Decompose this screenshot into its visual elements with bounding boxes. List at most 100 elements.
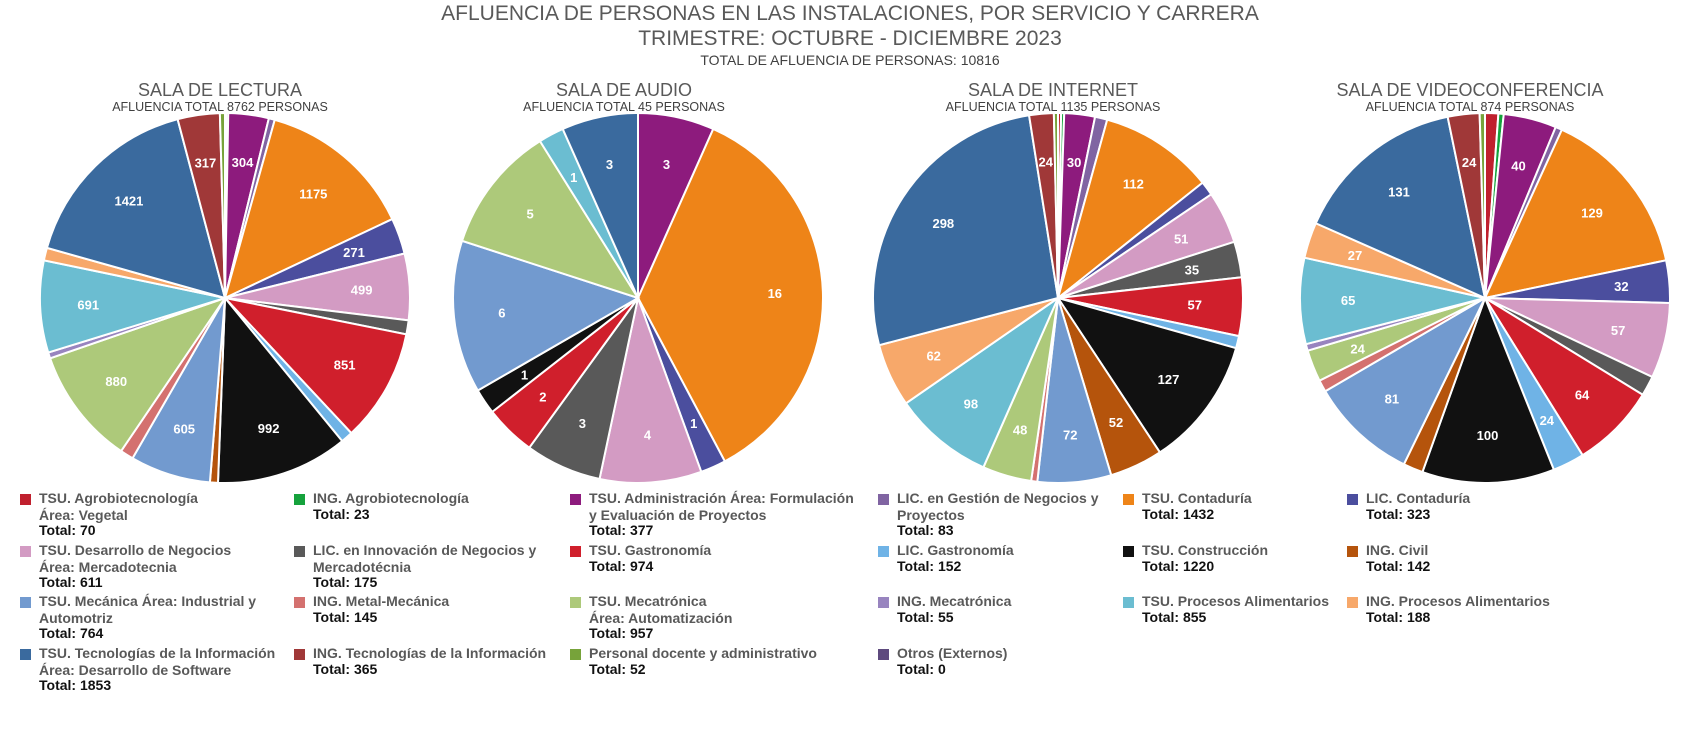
data-label: 57: [1611, 323, 1625, 338]
pie-chart-internet: SALA DE INTERNET AFLUENCIA TOTAL 1135 PE…: [843, 80, 1263, 114]
legend-swatch: [1347, 494, 1358, 505]
data-label: 52: [1109, 415, 1123, 430]
data-label: 271: [343, 245, 365, 260]
legend-label: ING. Civil: [1366, 542, 1429, 558]
pie-slice: [1323, 295, 1488, 466]
data-label: 1421: [114, 193, 143, 208]
data-label: 24: [1038, 155, 1053, 170]
legend-label: ING. Tecnologías de la Información: [313, 645, 547, 661]
data-label: 40: [1511, 158, 1525, 173]
data-label: 298: [932, 216, 954, 231]
pie-subtitle: AFLUENCIA TOTAL 874 PERSONAS: [1365, 100, 1575, 114]
legend-total: Total: 365: [313, 661, 378, 677]
legend-label: TSU. Desarrollo de Negocios Área: Mercado…: [39, 542, 232, 575]
data-label: 2: [539, 389, 546, 404]
chart-subtitle-period: TRIMESTRE: OCTUBRE - DICIEMBRE 2023: [638, 27, 1062, 50]
pie-slice: [223, 118, 394, 300]
data-label: 6: [498, 305, 505, 320]
data-label: 304: [232, 155, 254, 170]
legend-total: Total: 855: [1142, 609, 1207, 625]
legend-total: Total: 0: [897, 661, 946, 677]
legend-label: TSU. Mecánica Área: Industrial y Automotr…: [39, 593, 257, 626]
data-label: 3: [663, 157, 670, 172]
data-label: 24: [1462, 155, 1477, 170]
legend-total: Total: 175: [313, 574, 378, 590]
data-label: 112: [1123, 177, 1144, 192]
data-label: 51: [1174, 231, 1188, 246]
legend-swatch: [878, 597, 889, 608]
data-label: 48: [1013, 423, 1027, 438]
pie-slice: [45, 117, 227, 300]
data-label: 605: [173, 422, 195, 437]
legend-total: Total: 1432: [1142, 506, 1215, 522]
data-label: 880: [105, 374, 127, 389]
legend-swatch: [20, 649, 31, 660]
data-label: 317: [195, 156, 217, 171]
data-label: 1: [570, 170, 577, 185]
pie-title: SALA DE INTERNET: [967, 80, 1139, 100]
data-label: 64: [1575, 388, 1590, 403]
legend-label: ING. Metal-Mecánica: [313, 593, 450, 609]
legend-swatch: [570, 597, 581, 608]
legend-label: TSU. Gastronomía: [589, 542, 712, 558]
legend-swatch: [878, 494, 889, 505]
data-label: 62: [926, 348, 940, 363]
pie-internet: 30 112 51 35 57 127 52 72 48 98 62 298 24: [872, 111, 1244, 484]
legend-total: Total: 764: [39, 625, 104, 641]
legend-label: Personal docente y administrativo: [589, 645, 817, 661]
legend-total: Total: 957: [589, 625, 654, 641]
data-label: 98: [964, 397, 978, 412]
pie-slice: [216, 295, 344, 484]
legend-swatch: [20, 597, 31, 608]
data-label: 1: [690, 416, 697, 431]
pie-slice: [48, 296, 228, 453]
legend-label: TSU. Tecnologías de la Información Área: …: [39, 645, 276, 678]
legend-total: Total: 611: [39, 574, 103, 590]
legend-total: Total: 52: [589, 661, 646, 677]
pie-slice: [1483, 128, 1668, 300]
pie-slice: [636, 127, 824, 463]
data-label: 30: [1067, 155, 1081, 170]
data-label: 992: [258, 421, 280, 436]
legend-swatch: [294, 494, 305, 505]
pie-slice: [1314, 115, 1487, 300]
legend-swatch: [570, 649, 581, 660]
legend-swatch: [1123, 494, 1134, 505]
legend-total: Total: 377: [589, 522, 654, 538]
legend-swatch: [878, 649, 889, 660]
legend-total: Total: 23: [313, 506, 370, 522]
pie-slice: [1052, 111, 1059, 299]
legend-label: ING. Procesos Alimentarios: [1366, 593, 1550, 609]
legend-total: Total: 145: [313, 609, 378, 625]
pie-slice: [218, 111, 226, 299]
data-label: 129: [1581, 206, 1603, 221]
pie-slice: [452, 239, 641, 392]
legend-total: Total: 70: [39, 522, 96, 538]
legend-total: Total: 142: [1366, 558, 1431, 574]
legend-label: ING. Mecatrónica: [897, 593, 1012, 609]
legend-swatch: [1123, 597, 1134, 608]
pie-slice: [598, 294, 703, 484]
data-label: 100: [1477, 428, 1499, 443]
pie-subtitle: AFLUENCIA TOTAL 45 PERSONAS: [523, 100, 725, 114]
pie-slice: [1478, 111, 1486, 299]
pie-title: SALA DE VIDEOCONFERENCIA: [1336, 80, 1604, 100]
legend-label: TSU. Contaduría: [1142, 490, 1252, 506]
data-label: 127: [1158, 372, 1180, 387]
pie-slice: [460, 139, 641, 300]
data-label: 1: [521, 368, 528, 383]
data-label: 32: [1614, 279, 1628, 294]
chart-subtitle-total: TOTAL DE AFLUENCIA DE PERSONAS: 10816: [700, 52, 1000, 68]
data-label: 1175: [299, 186, 327, 201]
pie-subtitle: AFLUENCIA TOTAL 8762 PERSONAS: [112, 100, 328, 114]
legend-total: Total: 1853: [39, 677, 112, 693]
legend-total: Total: 974: [589, 558, 654, 574]
legend-label: TSU. Construcción: [1142, 542, 1269, 558]
legend-label: TSU. Agrobiotecnología Área: Vegetal: [39, 490, 198, 523]
legend-label: Otros (Externos): [897, 645, 1008, 661]
legend-total: Total: 1220: [1142, 558, 1215, 574]
legend-label: LIC. Gastronomía: [897, 542, 1014, 558]
data-label: 5: [527, 207, 534, 222]
legend-swatch: [20, 546, 31, 557]
pie-title: SALA DE LECTURA: [137, 80, 303, 100]
